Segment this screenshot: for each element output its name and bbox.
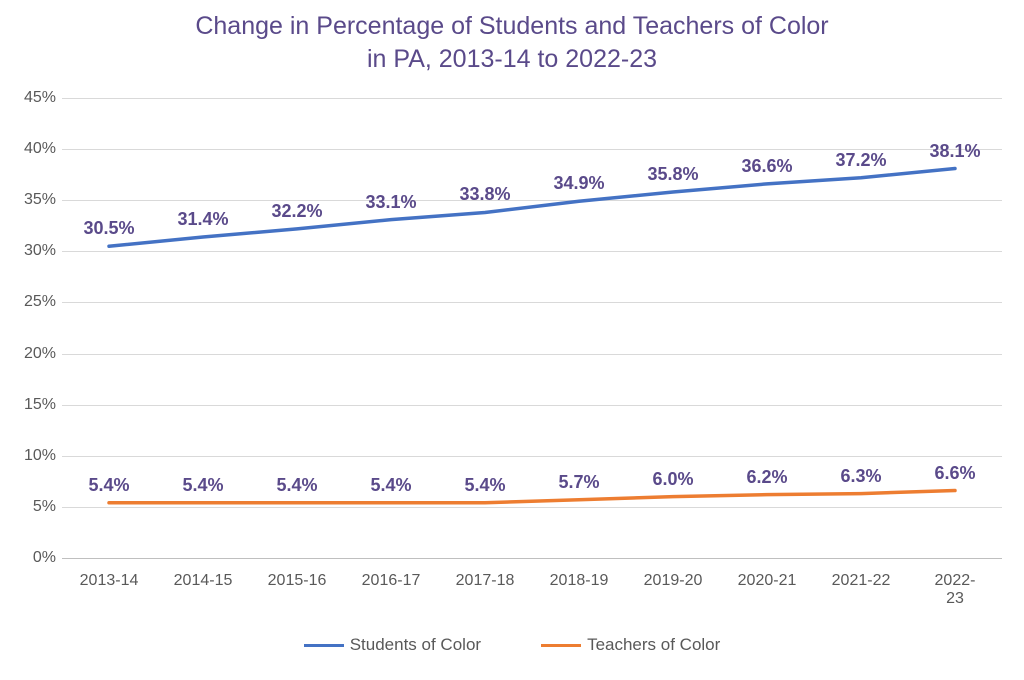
x-tick-label: 2022-23 [932, 572, 979, 608]
x-tick-label: 2018-19 [550, 572, 609, 590]
x-tick-label: 2021-22 [832, 572, 891, 590]
y-tick-label: 5% [12, 498, 56, 516]
teachers-data-label: 5.4% [370, 475, 411, 496]
teachers-data-label: 5.4% [182, 475, 223, 496]
students-data-label: 31.4% [177, 209, 228, 230]
teachers-data-label: 5.7% [558, 472, 599, 493]
y-tick-label: 45% [12, 89, 56, 107]
x-tick-label: 2020-21 [738, 572, 797, 590]
students-data-label: 36.6% [741, 156, 792, 177]
teachers-data-label: 6.3% [840, 466, 881, 487]
students-data-label: 35.8% [647, 164, 698, 185]
students-data-label: 32.2% [271, 201, 322, 222]
teachers-data-label: 6.6% [934, 463, 975, 484]
y-tick-label: 30% [12, 242, 56, 260]
legend: Students of Color Teachers of Color [0, 635, 1024, 655]
x-tick-label: 2017-18 [456, 572, 515, 590]
teachers-line [109, 491, 955, 503]
legend-label: Teachers of Color [587, 635, 720, 655]
title-line-1: Change in Percentage of Students and Tea… [195, 12, 828, 40]
students-data-label: 30.5% [83, 218, 134, 239]
teachers-data-label: 5.4% [88, 475, 129, 496]
y-tick-label: 10% [12, 447, 56, 465]
x-tick-label: 2013-14 [80, 572, 139, 590]
students-data-label: 37.2% [835, 150, 886, 171]
y-tick-label: 0% [12, 549, 56, 567]
x-tick-label: 2016-17 [362, 572, 421, 590]
students-data-label: 33.1% [365, 192, 416, 213]
teachers-data-label: 6.0% [652, 469, 693, 490]
teachers-data-label: 5.4% [464, 475, 505, 496]
legend-label: Students of Color [350, 635, 481, 655]
students-data-label: 33.8% [459, 184, 510, 205]
students-data-label: 34.9% [553, 173, 604, 194]
x-tick-label: 2019-20 [644, 572, 703, 590]
y-tick-label: 25% [12, 293, 56, 311]
legend-item-teachers: Teachers of Color [541, 635, 720, 655]
legend-item-students: Students of Color [304, 635, 481, 655]
teachers-data-label: 6.2% [746, 467, 787, 488]
x-axis-baseline [62, 558, 1002, 559]
y-tick-label: 35% [12, 191, 56, 209]
y-tick-label: 15% [12, 396, 56, 414]
y-tick-label: 40% [12, 140, 56, 158]
plot-area: 0%5%10%15%20%25%30%35%40%45%2013-142014-… [62, 98, 1002, 558]
chart-title: Change in Percentage of Students and Tea… [0, 10, 1024, 75]
students-line [109, 169, 955, 247]
x-tick-label: 2015-16 [268, 572, 327, 590]
x-tick-label: 2014-15 [174, 572, 233, 590]
title-line-2: in PA, 2013-14 to 2022-23 [367, 45, 657, 73]
students-data-label: 38.1% [929, 141, 980, 162]
y-tick-label: 20% [12, 345, 56, 363]
chart-container: Change in Percentage of Students and Tea… [0, 0, 1024, 680]
teachers-data-label: 5.4% [276, 475, 317, 496]
legend-line-icon [304, 644, 344, 647]
legend-line-icon [541, 644, 581, 647]
